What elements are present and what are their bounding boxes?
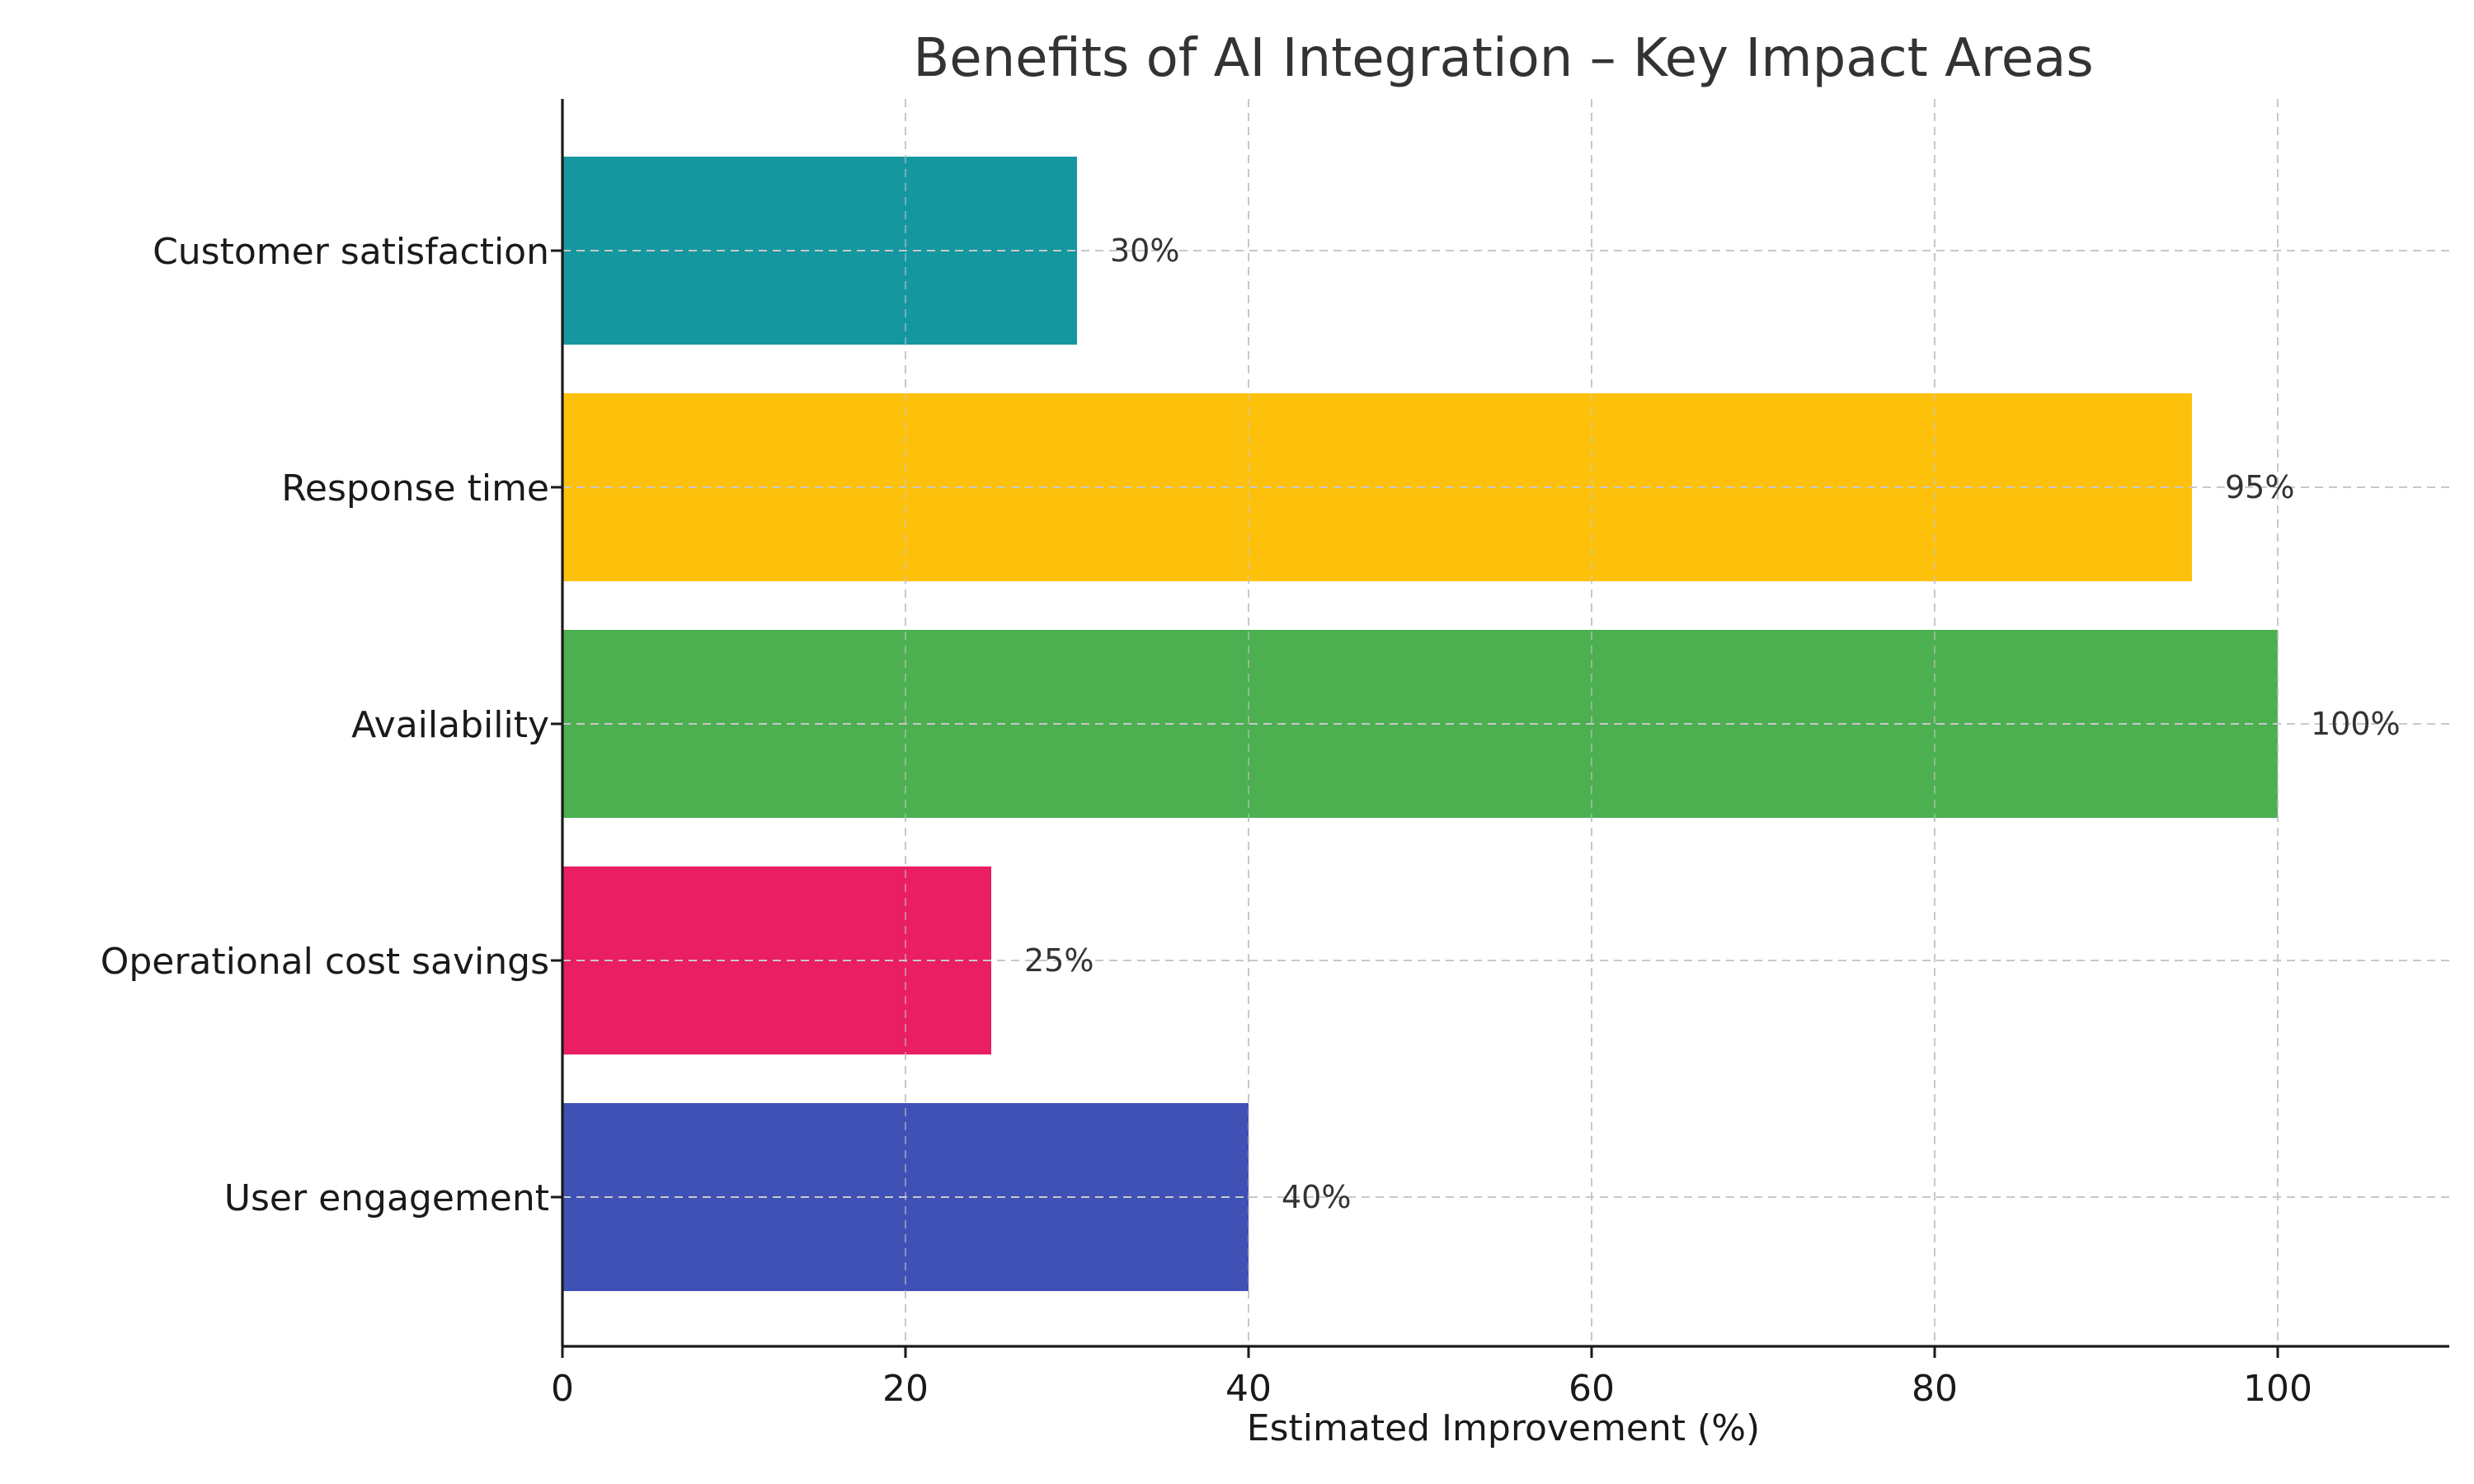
bar-layer	[562, 99, 2449, 1346]
x-axis-title: Estimated Improvement (%)	[1247, 1407, 1760, 1449]
value-label: 100%	[2311, 706, 2401, 742]
x-tick-label: 60	[1569, 1368, 1615, 1410]
x-tick-label: 20	[882, 1368, 929, 1410]
y-tick-label: Customer satisfaction	[153, 231, 549, 273]
y-tick-label: Operational cost savings	[101, 941, 549, 983]
value-label: 40%	[1282, 1179, 1351, 1215]
axis-layer: 30% Customer satisfaction 95% Response time…	[101, 99, 2449, 1410]
y-tick-label: Availability	[351, 704, 549, 746]
value-label: 30%	[1110, 232, 1179, 269]
x-tick-label: 100	[2243, 1368, 2312, 1410]
chart-title: Benefits of AI Integration – Key Impact …	[913, 28, 2093, 89]
y-tick-label: User engagement	[224, 1177, 549, 1219]
value-label: 95%	[2225, 469, 2294, 505]
x-tick-label: 0	[551, 1368, 574, 1410]
y-tick-label: Response time	[281, 467, 549, 510]
x-tick-label: 80	[1912, 1368, 1958, 1410]
x-tick-label: 40	[1225, 1368, 1272, 1410]
value-label: 25%	[1024, 942, 1094, 979]
